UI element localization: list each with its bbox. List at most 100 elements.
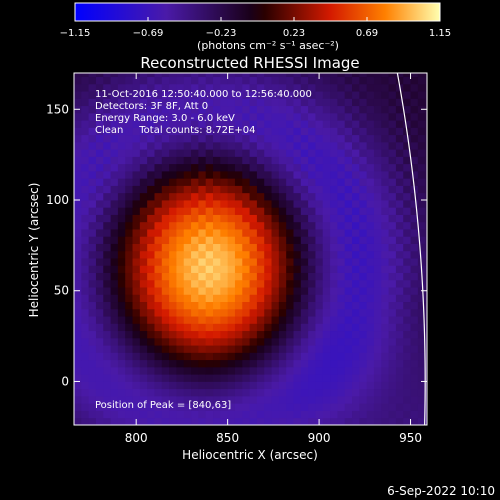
heatmap-cell <box>352 192 360 201</box>
heatmap-cell <box>198 192 207 201</box>
heatmap-cell <box>293 163 302 172</box>
heatmap-cell <box>293 265 302 273</box>
heatmap-cell <box>81 156 90 165</box>
heatmap-cell <box>161 403 170 411</box>
heatmap-cell <box>359 207 368 215</box>
heatmap-cell <box>213 279 221 288</box>
heatmap-cell <box>154 388 163 397</box>
heatmap-cell <box>132 98 141 107</box>
heatmap-cell <box>322 76 331 85</box>
heatmap-cell <box>161 76 170 85</box>
heatmap-cell <box>213 127 221 136</box>
heatmap-cell <box>425 258 427 266</box>
heatmap-cell <box>395 185 404 194</box>
heatmap-cell <box>308 236 316 244</box>
heatmap-cell <box>403 214 411 223</box>
heatmap-cell <box>322 337 331 346</box>
heatmap-cell <box>388 112 397 121</box>
heatmap-cell <box>300 272 309 281</box>
heatmap-cell <box>213 178 221 186</box>
heatmap-cell <box>176 308 185 317</box>
heatmap-cell <box>117 105 126 114</box>
heatmap-cell <box>322 156 331 165</box>
heatmap-cell <box>95 83 104 92</box>
heatmap-cell <box>403 98 411 107</box>
heatmap-cell <box>410 395 419 404</box>
heatmap-cell <box>88 105 97 114</box>
heatmap-cell <box>308 294 316 303</box>
heatmap-cell <box>74 178 82 186</box>
heatmap-cell <box>74 258 82 266</box>
heatmap-cell <box>315 395 324 404</box>
heatmap-cell <box>308 163 316 172</box>
heatmap-cell <box>125 417 133 425</box>
heatmap-cell <box>74 170 82 179</box>
heatmap-cell <box>117 374 126 382</box>
heatmap-cell <box>322 374 331 382</box>
heatmap-cell <box>81 272 90 281</box>
heatmap-cell <box>308 410 316 419</box>
heatmap-cell <box>425 163 427 172</box>
heatmap-cell <box>183 98 192 107</box>
heatmap-cell <box>234 214 243 223</box>
heatmap-cell <box>330 236 338 244</box>
heatmap-cell <box>308 381 316 390</box>
heatmap-cell <box>359 200 368 208</box>
heatmap-cell <box>95 76 104 85</box>
heatmap-cell <box>337 381 346 390</box>
heatmap-cell <box>242 91 250 99</box>
heatmap-cell <box>161 73 170 78</box>
heatmap-cell <box>205 141 214 150</box>
heatmap-cell <box>154 120 163 128</box>
heatmap-cell <box>264 98 272 107</box>
heatmap-cell <box>147 156 155 165</box>
heatmap-cell <box>344 316 353 324</box>
heatmap-cell <box>161 323 170 332</box>
heatmap-cell <box>395 73 404 78</box>
heatmap-cell <box>74 323 82 332</box>
heatmap-cell <box>322 323 331 332</box>
heatmap-cell <box>147 178 155 186</box>
heatmap-cell <box>125 207 133 215</box>
heatmap-cell <box>154 170 163 179</box>
heatmap-cell <box>161 272 170 281</box>
heatmap-cell <box>154 149 163 157</box>
heatmap-cell <box>154 330 163 339</box>
heatmap-cell <box>147 105 155 114</box>
heatmap-cell <box>330 141 338 150</box>
heatmap-cell <box>183 236 192 244</box>
heatmap-cell <box>388 236 397 244</box>
heatmap-cell <box>74 374 82 382</box>
heatmap-cell <box>110 294 119 303</box>
heatmap-cell <box>205 207 214 215</box>
heatmap-cell <box>352 345 360 353</box>
heatmap-cell <box>271 366 280 375</box>
heatmap-cell <box>88 417 97 425</box>
heatmap-cell <box>95 214 104 223</box>
heatmap-cell <box>183 323 192 332</box>
heatmap-cell <box>147 381 155 390</box>
heatmap-cell <box>132 287 141 295</box>
heatmap-cell <box>249 352 258 361</box>
heatmap-cell <box>337 366 346 375</box>
heatmap-cell <box>125 185 133 194</box>
heatmap-cell <box>256 214 265 223</box>
heatmap-cell <box>352 366 360 375</box>
heatmap-cell <box>395 279 404 288</box>
heatmap-cell <box>227 236 236 244</box>
heatmap-cell <box>410 345 419 353</box>
heatmap-cell <box>147 250 155 259</box>
heatmap-cell <box>176 352 185 361</box>
heatmap-cell <box>242 134 250 143</box>
heatmap-cell <box>249 381 258 390</box>
heatmap-cell <box>359 141 368 150</box>
heatmap-cell <box>249 250 258 259</box>
heatmap-cell <box>74 330 82 339</box>
heatmap-cell <box>74 127 82 136</box>
heatmap-cell <box>352 243 360 252</box>
heatmap-cell <box>125 279 133 288</box>
heatmap-cell <box>198 141 207 150</box>
heatmap-cell <box>132 352 141 361</box>
heatmap-cell <box>125 192 133 201</box>
heatmap-cell <box>293 112 302 121</box>
